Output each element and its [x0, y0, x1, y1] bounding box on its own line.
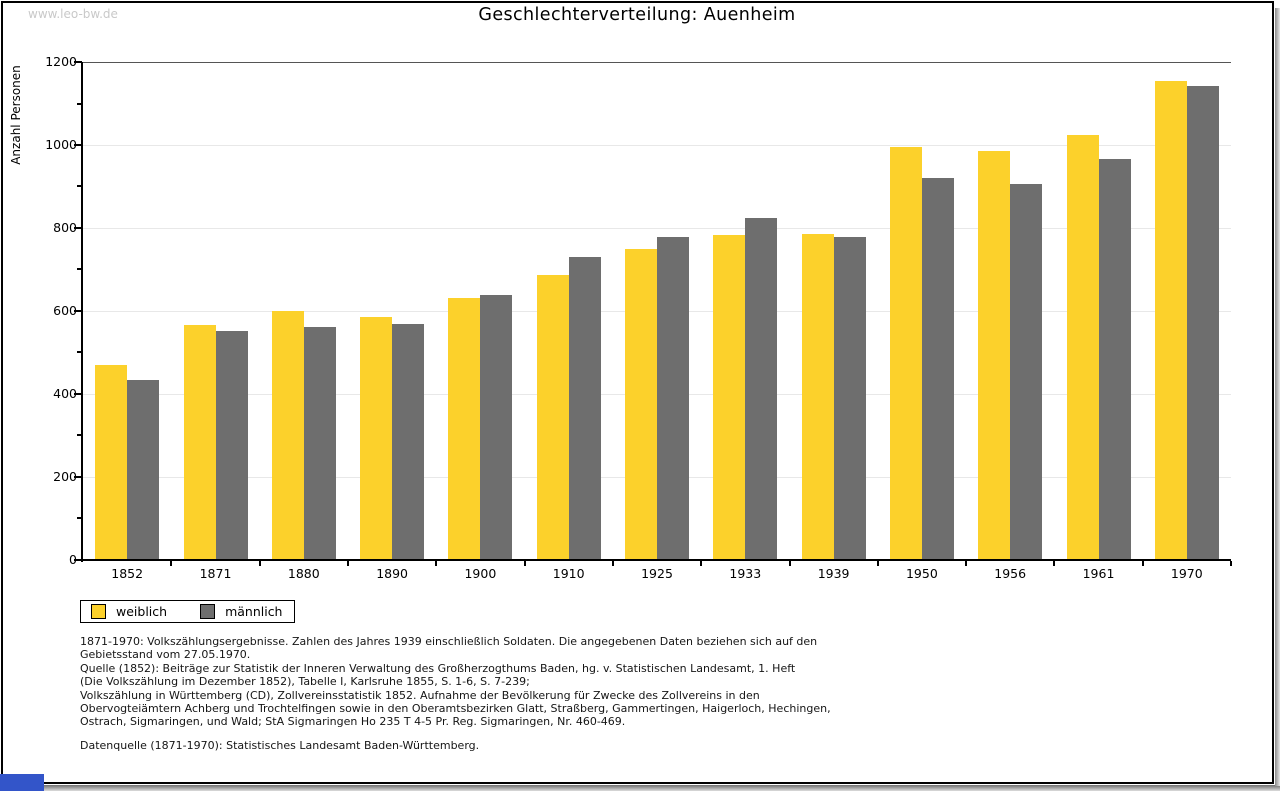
- y-major-tick-600: [74, 309, 82, 312]
- x-tick-label-1900: 1900: [464, 566, 497, 581]
- x-tick-12: [1141, 561, 1144, 566]
- plot-top-border: [83, 62, 1231, 63]
- bar-männlich-1950: [921, 178, 954, 560]
- x-tick-label-1933: 1933: [729, 566, 762, 581]
- y-minor-tick-500: [77, 351, 82, 354]
- bar-weiblich-1871: [183, 325, 216, 560]
- y-tick-label-1200: 1200: [45, 54, 77, 69]
- y-tick-label-1000: 1000: [45, 136, 77, 152]
- x-axis-line: [81, 559, 1231, 561]
- legend-swatch-maennlich: [200, 604, 216, 619]
- x-tick-label-1961: 1961: [1082, 566, 1115, 581]
- y-tick-label-600: 600: [53, 302, 77, 318]
- y-minor-tick-100: [77, 517, 82, 519]
- bar-männlich-1852: [127, 380, 160, 560]
- bar-weiblich-1939: [801, 233, 834, 560]
- legend-label-maennlich: männlich: [225, 604, 283, 619]
- x-tick-6: [611, 561, 614, 566]
- y-axis-line: [81, 62, 83, 562]
- bar-männlich-1970: [1186, 86, 1219, 560]
- x-tick-1: [170, 561, 173, 566]
- footnote-line-1: 1871-1970: Volkszählungsergebnisse. Zahl…: [80, 635, 818, 648]
- bar-weiblich-1970: [1154, 80, 1187, 560]
- x-tick-label-1852: 1852: [111, 566, 144, 581]
- bar-männlich-1925: [657, 237, 689, 560]
- x-tick-7: [700, 561, 703, 566]
- y-major-tick-0: [74, 558, 82, 561]
- footnote-line-6: Obervogteiämtern Achberg und Trochtelfin…: [80, 702, 831, 716]
- bar-männlich-1900: [480, 295, 513, 560]
- bar-weiblich-1950: [889, 147, 922, 560]
- x-tick-label-1970: 1970: [1170, 566, 1203, 581]
- bar-weiblich-1852: [95, 364, 128, 560]
- x-tick-label-1880: 1880: [287, 566, 320, 581]
- bar-weiblich-1925: [625, 248, 657, 560]
- footnote-line-4: (Die Volkszählung im Dezember 1852), Tab…: [80, 675, 530, 689]
- datasource-line: Datenquelle (1871-1970): Statistisches L…: [80, 739, 480, 752]
- y-tick-label-200: 200: [53, 468, 77, 484]
- x-tick-9: [876, 561, 879, 566]
- bar-weiblich-1900: [448, 297, 481, 560]
- x-tick-label-1956: 1956: [994, 566, 1027, 581]
- y-major-tick-400: [74, 392, 82, 395]
- y-minor-tick-300: [77, 434, 82, 437]
- y-tick-label-800: 800: [53, 219, 77, 235]
- x-tick-13: [1230, 561, 1232, 566]
- y-major-tick-1000: [74, 143, 82, 146]
- bar-männlich-1961: [1098, 159, 1131, 560]
- bar-männlich-1910: [568, 256, 601, 560]
- x-tick-10: [965, 561, 968, 566]
- y-minor-tick-700: [77, 268, 82, 271]
- bar-weiblich-1880: [271, 310, 304, 560]
- x-tick-label-1910: 1910: [552, 566, 585, 581]
- legend: weiblich männlich: [80, 600, 296, 623]
- footnote-block: 1871-1970: Volkszählungsergebnisse. Zahl…: [80, 635, 1080, 729]
- x-tick-8: [788, 561, 791, 566]
- x-tick-label-1950: 1950: [905, 566, 938, 581]
- footnote-line-7: Ostrach, Sigmaringen, und Wald; StA Sigm…: [80, 715, 626, 729]
- bar-männlich-1890: [392, 324, 425, 560]
- bar-weiblich-1890: [360, 317, 393, 560]
- bar-männlich-1933: [745, 217, 778, 560]
- y-major-tick-200: [74, 475, 82, 478]
- y-minor-tick-900: [77, 185, 82, 188]
- x-tick-label-1939: 1939: [817, 566, 850, 581]
- gridline-800: [83, 227, 1231, 229]
- bar-männlich-1880: [303, 327, 336, 560]
- x-tick-label-1871: 1871: [199, 566, 232, 581]
- x-tick-3: [346, 561, 349, 566]
- footnote-line-2: Gebietsstand vom 27.05.1970.: [80, 648, 251, 662]
- browser-loading-progress-bar: [0, 774, 44, 791]
- y-major-tick-800: [74, 226, 82, 229]
- x-tick-4: [435, 561, 438, 566]
- bar-männlich-1871: [215, 330, 248, 560]
- y-tick-label-400: 400: [53, 385, 77, 401]
- legend-swatch-weiblich: [91, 604, 106, 619]
- y-minor-tick-1100: [77, 102, 82, 105]
- bar-weiblich-1961: [1066, 135, 1099, 560]
- x-tick-2: [258, 561, 261, 566]
- footnote-line-3: Quelle (1852): Beiträge zur Statistik de…: [80, 661, 796, 675]
- footnote-line-5: Volkszählung in Württemberg (CD), Zollve…: [80, 688, 760, 702]
- bar-weiblich-1956: [978, 150, 1011, 560]
- watermark-leo-bw: www.leo-bw.de: [28, 7, 118, 21]
- chart-title: Geschlechterverteilung: Auenheim: [478, 5, 796, 25]
- bar-weiblich-1933: [713, 234, 746, 560]
- y-axis-label: Anzahl Personen: [9, 65, 23, 165]
- frame-shadow-right: [1275, 8, 1280, 786]
- bar-männlich-1956: [1010, 184, 1043, 560]
- bar-männlich-1939: [833, 237, 866, 560]
- legend-label-weiblich: weiblich: [116, 604, 168, 619]
- x-tick-label-1925: 1925: [641, 566, 673, 581]
- x-tick-5: [523, 561, 526, 566]
- x-tick-label-1890: 1890: [376, 566, 408, 581]
- bar-weiblich-1910: [536, 274, 569, 560]
- y-major-tick-1200: [74, 61, 82, 63]
- y-tick-label-0: 0: [69, 551, 77, 567]
- frame-shadow-bottom: [8, 785, 1280, 791]
- x-tick-11: [1053, 561, 1056, 566]
- gridline-1000: [83, 144, 1231, 146]
